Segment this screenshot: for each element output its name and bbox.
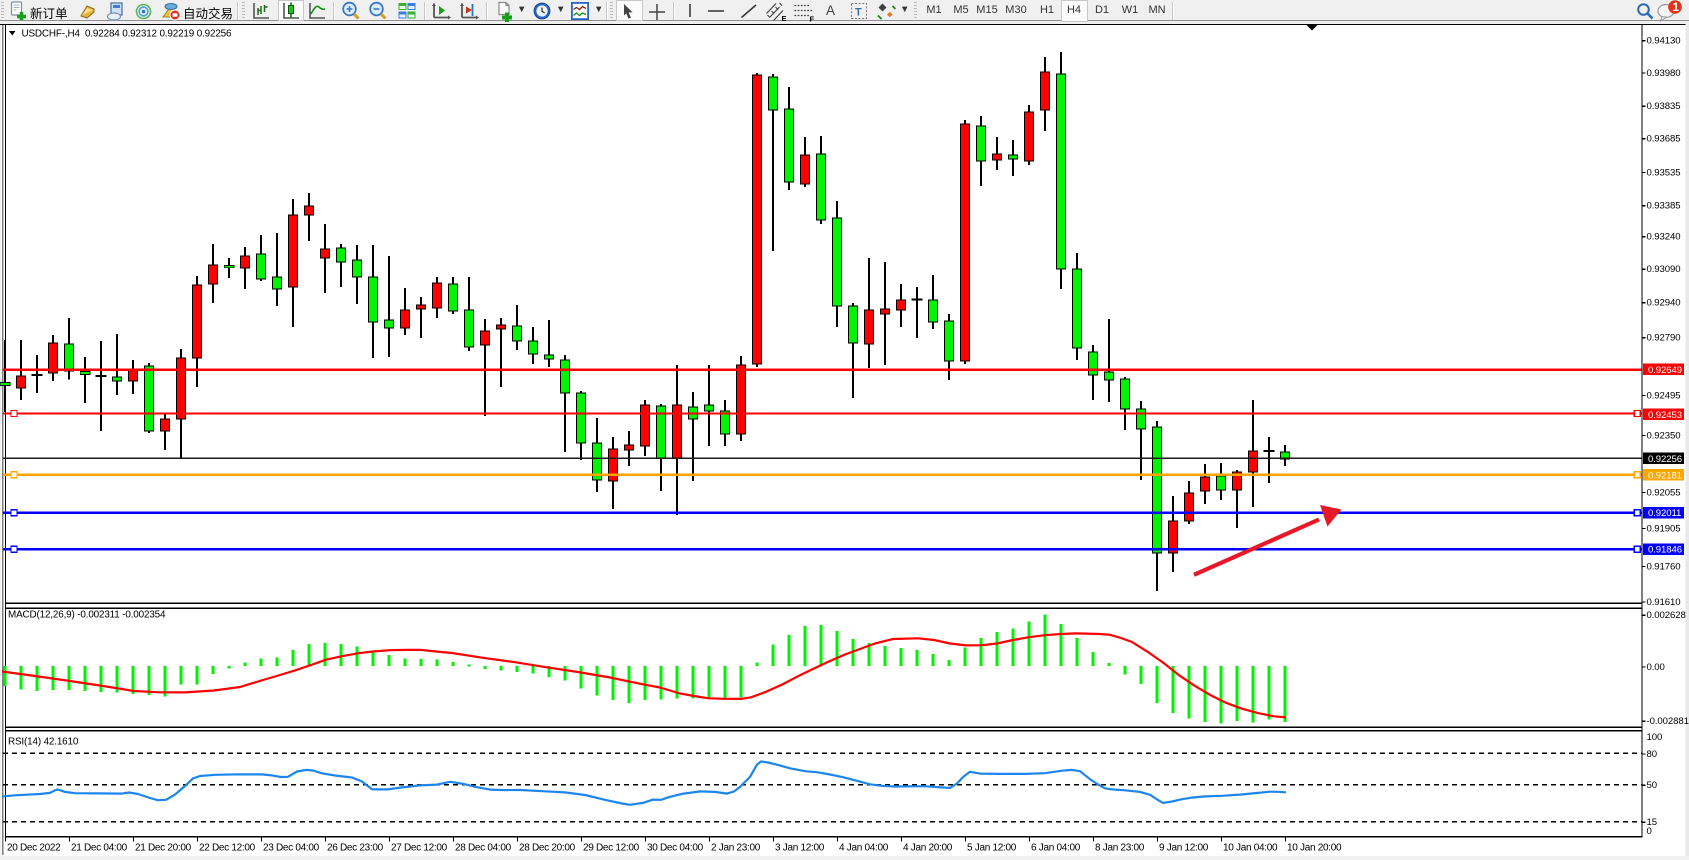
svg-text:23 Dec 04:00: 23 Dec 04:00 [263,843,320,854]
svg-text:0.93535: 0.93535 [1647,168,1681,179]
svg-text:0.91610: 0.91610 [1647,597,1681,608]
svg-text:21 Dec 20:00: 21 Dec 20:00 [135,843,192,854]
svg-text:0.92649: 0.92649 [1648,365,1682,376]
svg-text:30 Dec 04:00: 30 Dec 04:00 [647,843,704,854]
svg-text:26 Dec 23:00: 26 Dec 23:00 [327,843,384,854]
svg-text:0.93685: 0.93685 [1647,134,1681,145]
svg-text:E: E [782,14,787,22]
svg-text:0.92181: 0.92181 [1648,470,1682,481]
svg-text:0.94130: 0.94130 [1647,36,1681,47]
svg-text:0.91905: 0.91905 [1647,524,1681,535]
svg-text:0.91760: 0.91760 [1647,562,1681,573]
svg-text:0.92350: 0.92350 [1647,431,1681,442]
svg-text:0.93240: 0.93240 [1647,232,1681,243]
svg-text:28 Dec 20:00: 28 Dec 20:00 [519,843,576,854]
svg-text:10 Jan 20:00: 10 Jan 20:00 [1287,843,1342,854]
svg-text:0.92011: 0.92011 [1648,508,1681,519]
svg-text:28 Dec 04:00: 28 Dec 04:00 [455,843,512,854]
svg-text:0.002628: 0.002628 [1647,610,1686,621]
svg-text:4 Jan 20:00: 4 Jan 20:00 [903,843,953,854]
svg-text:50: 50 [1647,780,1657,791]
svg-text:0.92940: 0.92940 [1647,298,1681,309]
svg-text:1: 1 [1673,2,1680,14]
svg-text:0.92453: 0.92453 [1648,410,1682,421]
svg-text:MACD(12,26,9) -0.002311 -0.002: MACD(12,26,9) -0.002311 -0.002354 [8,610,166,621]
svg-text:0.92495: 0.92495 [1647,391,1681,402]
svg-text:T: T [855,7,862,19]
svg-text:22 Dec 12:00: 22 Dec 12:00 [199,843,256,854]
svg-text:0.92055: 0.92055 [1647,488,1681,499]
svg-text:-0.002881: -0.002881 [1647,716,1689,727]
svg-text:8 Jan 23:00: 8 Jan 23:00 [1095,843,1145,854]
svg-text:2 Jan 23:00: 2 Jan 23:00 [711,843,761,854]
svg-text:29 Dec 12:00: 29 Dec 12:00 [583,843,640,854]
svg-text:9 Jan 12:00: 9 Jan 12:00 [1159,843,1209,854]
svg-text:0.00: 0.00 [1647,662,1665,673]
svg-text:15: 15 [1647,817,1657,828]
svg-text:0.92256: 0.92256 [1648,454,1682,465]
svg-text:5 Jan 12:00: 5 Jan 12:00 [967,843,1017,854]
svg-text:RSI(14) 42.1610: RSI(14) 42.1610 [8,737,79,748]
svg-text:F: F [810,15,815,23]
svg-text:6 Jan 04:00: 6 Jan 04:00 [1031,843,1081,854]
svg-text:0.91846: 0.91846 [1648,545,1682,556]
svg-text:27 Dec 12:00: 27 Dec 12:00 [391,843,448,854]
svg-text:3 Jan 12:00: 3 Jan 12:00 [775,843,825,854]
svg-text:0.93835: 0.93835 [1647,101,1681,112]
svg-text:100: 100 [1647,732,1663,743]
svg-text:0.92790: 0.92790 [1647,333,1681,344]
svg-text:0.93385: 0.93385 [1647,201,1681,212]
svg-text:USDCHF-,H4 0.92284 0.92312 0.: USDCHF-,H4 0.92284 0.92312 0.92219 0.922… [22,29,233,40]
svg-text:10 Jan 04:00: 10 Jan 04:00 [1223,843,1278,854]
svg-text:0.93090: 0.93090 [1647,264,1681,275]
svg-text:21 Dec 04:00: 21 Dec 04:00 [71,843,128,854]
svg-text:0.93980: 0.93980 [1647,68,1681,79]
svg-text:0: 0 [1647,826,1652,837]
svg-text:80: 80 [1647,749,1657,760]
svg-text:4 Jan 04:00: 4 Jan 04:00 [839,843,889,854]
svg-text:20 Dec 2022: 20 Dec 2022 [7,843,61,854]
